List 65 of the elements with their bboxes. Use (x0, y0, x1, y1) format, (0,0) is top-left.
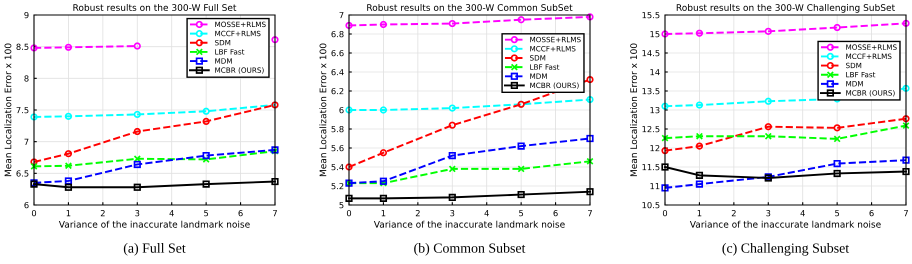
chart-title: Robust results on the 300-W Common SubSet (367, 4, 572, 11)
y-tick-label: 7 (340, 12, 344, 18)
y-tick-label: 9 (24, 12, 29, 18)
y-tick-label: 6.6 (331, 50, 344, 56)
text: (c) Challenging Subset (722, 243, 850, 256)
y-tick-label: 6 (24, 202, 29, 208)
text: (a) Full Set (124, 243, 186, 256)
x-tick-label: 0 (662, 210, 668, 216)
x-tick-label: 0 (346, 210, 352, 216)
y-tick-label: 15.5 (642, 12, 660, 18)
x-tick-label: 4 (169, 210, 174, 216)
x-tick-label: 6 (870, 210, 874, 216)
y-tick-label: 5.2 (332, 182, 344, 190)
x-tick-label: 5 (835, 210, 840, 216)
x-axis-title: Variance of the inaccurate landmark noise (374, 220, 565, 228)
x-axis-title: Variance of the inaccurate landmark noise (690, 220, 881, 228)
y-tick-label: 5.8 (332, 126, 344, 132)
x-tick-label: 3 (450, 210, 454, 216)
y-tick-label: 6.2 (331, 88, 344, 94)
y-axis-title: Mean Localization Error x 100 (4, 44, 12, 176)
x-tick-label: 2 (416, 210, 420, 216)
y-tick-label: 5.6 (332, 144, 344, 152)
x-tick-label: 3 (766, 210, 770, 216)
x-tick-label: 6 (554, 210, 558, 216)
x-tick-label: 1 (382, 210, 386, 216)
x-tick-label: 5 (204, 210, 208, 216)
y-tick-label: 14 (650, 69, 660, 76)
y-tick-label: 7.5 (16, 107, 28, 114)
x-tick-label: 4 (484, 210, 489, 216)
y-tick-label: 15 (650, 31, 660, 38)
y-tick-label: 12 (650, 144, 660, 152)
x-tick-label: 4 (800, 210, 805, 216)
y-axis-title: Mean Localization Error x 100 (319, 44, 326, 176)
y-tick-label: 5.4 (332, 164, 344, 170)
x-axis-title: Variance of the inaccurate landmark noise (58, 220, 250, 228)
y-tick-label: 5 (339, 202, 344, 208)
x-tick-label: 2 (732, 210, 736, 216)
x-tick-label: 2 (100, 210, 105, 216)
x-tick-label: 0 (32, 210, 36, 216)
y-tick-label: 13 (650, 106, 660, 114)
chart-title: Robust results on the 300-W Challenging SubSet (676, 4, 895, 13)
x-tick-label: 7 (588, 210, 592, 216)
y-tick-label: 10.5 (642, 202, 660, 208)
y-tick-label: 11 (650, 183, 660, 190)
text: (b) Common Subset (414, 243, 526, 256)
x-tick-label: 3 (135, 210, 140, 216)
x-tick-label: 5 (519, 210, 524, 216)
y-tick-label: 11.5 (642, 164, 660, 170)
chart-title: Robust results on the 300-W Full Set (73, 4, 236, 11)
y-tick-label: 13.5 (642, 88, 660, 94)
x-tick-label: 6 (238, 210, 243, 216)
y-axis-title: Mean Localization Error x 100 (630, 44, 638, 176)
y-tick-label: 6.4 (331, 68, 344, 76)
x-tick-label: 1 (66, 210, 70, 216)
y-tick-label: 8 (24, 75, 29, 82)
y-tick-label: 8.5 (16, 44, 28, 50)
x-tick-label: 1 (698, 210, 702, 216)
y-tick-label: 6.5 (16, 170, 28, 177)
y-tick-label: 7 (24, 138, 28, 145)
y-tick-label: 6.8 (331, 30, 344, 38)
x-tick-label: 7 (904, 210, 908, 216)
x-tick-label: 7 (273, 210, 277, 216)
y-tick-label: 14.5 (642, 50, 660, 56)
y-tick-label: 12.5 (642, 126, 660, 132)
y-tick-label: 6 (339, 106, 344, 114)
